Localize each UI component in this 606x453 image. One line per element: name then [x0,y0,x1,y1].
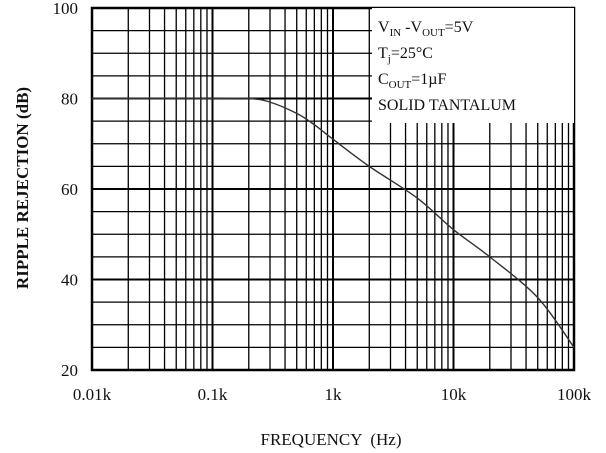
x-tick-label: 0.1k [198,385,228,404]
annotation-line-4: SOLID TANTALUM [378,97,516,114]
x-tick-label: 0.01k [73,385,112,404]
series-group [92,97,575,348]
x-tick-label: 100k [557,385,592,404]
y-tick-labels: 20 40 60 80 100 [53,0,79,380]
annotation-block: VIN -VOUT=5V Tj=25°C COUT=1µF SOLID TANT… [378,19,516,114]
y-tick-label: 100 [53,0,79,18]
annotation-line-1: VIN -VOUT=5V [378,19,474,39]
y-tick-label: 40 [61,271,78,290]
x-axis-title: FREQUENCY (Hz) [260,430,401,449]
annotation-line-2: Tj=25°C [378,45,433,65]
grid [90,6,576,372]
plot-frame [90,6,576,372]
y-tick-label: 20 [61,361,78,380]
annotation-line-3: COUT=1µF [378,71,447,91]
y-tick-label: 80 [61,90,78,109]
x-tick-label: 10k [441,385,467,404]
y-axis-title: RIPPLE REJECTION (dB) [13,87,32,289]
x-tick-labels: 0.01k 0.1k 1k 10k 100k [73,385,592,404]
annotation-box [372,8,574,123]
y-tick-label: 60 [61,180,78,199]
x-tick-label: 1k [325,385,343,404]
ripple-rejection-series-line [92,97,575,348]
